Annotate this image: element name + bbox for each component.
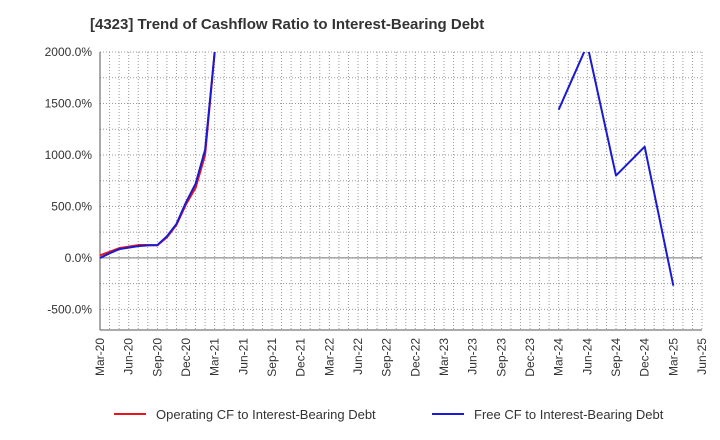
plot-area <box>100 52 702 330</box>
x-tick-label: Mar-21 <box>208 338 222 376</box>
y-tick-label: 1500.0% <box>45 96 93 110</box>
x-tick-label: Mar-25 <box>666 338 680 376</box>
grid-layer <box>99 51 703 330</box>
x-tick-label: Mar-22 <box>322 338 336 376</box>
legend-label: Operating CF to Interest-Bearing Debt <box>156 407 376 422</box>
axis-layer: 2000.0% 1500.0% 1000.0% 500.0% 0.0% -500.0% Ma… <box>45 45 709 377</box>
x-tick-label: Jun-21 <box>236 338 250 375</box>
y-tick-label: 0.0% <box>65 251 93 265</box>
legend-label: Free CF to Interest-Bearing Debt <box>474 407 664 422</box>
x-tick-label: Jun-23 <box>466 338 480 375</box>
x-tick-label: Dec-21 <box>294 338 308 377</box>
x-tick-label: Dec-24 <box>638 338 652 377</box>
x-tick-label: Dec-22 <box>408 338 422 377</box>
x-tick-label: Mar-20 <box>93 338 107 376</box>
series-layer <box>100 52 675 286</box>
x-tick-label: Jun-20 <box>122 338 136 375</box>
x-tick-label: Dec-20 <box>179 338 193 377</box>
x-tick-label: Dec-23 <box>523 338 537 377</box>
x-tick-label: Sep-21 <box>265 338 279 377</box>
x-tick-label: Jun-24 <box>580 338 594 375</box>
y-tick-label: 2000.0% <box>45 45 93 59</box>
x-tick-label: Mar-23 <box>437 338 451 376</box>
y-tick-label: -500.0% <box>47 302 92 316</box>
legend-layer: Operating CF to Interest-Bearing Debt Fre… <box>114 407 664 422</box>
x-tick-label: Jun-25 <box>695 338 709 375</box>
x-tick-label: Mar-24 <box>552 338 566 376</box>
series-line-1 <box>100 52 216 259</box>
x-tick-label: Jun-22 <box>351 338 365 375</box>
series-line-1-late <box>557 52 675 286</box>
y-tick-label: 1000.0% <box>45 148 93 162</box>
x-tick-label: Sep-20 <box>150 338 164 377</box>
x-tick-label: Sep-22 <box>380 338 394 377</box>
x-tick-label: Sep-24 <box>609 338 623 377</box>
y-tick-label: 500.0% <box>51 199 92 213</box>
x-tick-label: Sep-23 <box>494 338 508 377</box>
chart-title: [4323] Trend of Cashflow Ratio to Intere… <box>90 16 485 33</box>
